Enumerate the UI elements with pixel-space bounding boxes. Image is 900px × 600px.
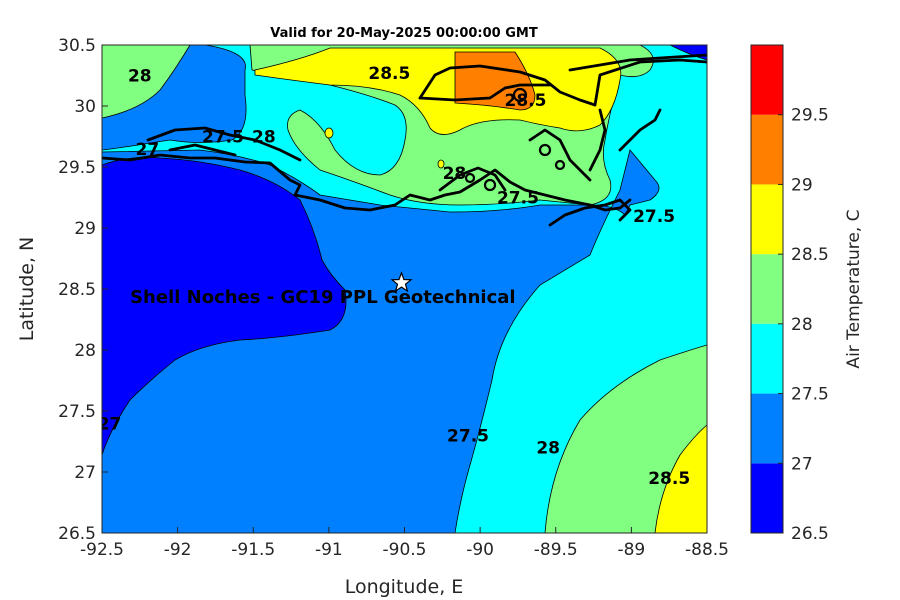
colorbar <box>751 45 783 533</box>
colorbar-tick-label: 26.5 <box>791 524 829 544</box>
colorbar-segment <box>751 254 783 324</box>
x-tick-label: -92 <box>164 540 192 560</box>
site-label: Shell Noches - GC19 PPL Geotechnical <box>130 287 515 308</box>
colorbar-frame <box>750 44 784 534</box>
colorbar-tick-label: 27.5 <box>791 385 829 405</box>
y-tick-label: 26.5 <box>58 524 96 544</box>
colorbar-tick-label: 29 <box>791 175 813 195</box>
site-star-icon[interactable] <box>390 271 413 293</box>
colorbar-label: Air Temperature, C <box>844 209 864 368</box>
x-axis-label: Longitude, E <box>345 576 464 598</box>
y-axis-ticks: 30.5 30 29.5 29 28.5 28 27.5 27 26.5 <box>58 36 108 544</box>
contour-label: 27.5 <box>497 189 539 209</box>
y-tick-label: 28.5 <box>58 280 96 300</box>
y-axis-label: Latitude, N <box>16 237 38 342</box>
x-tick-label: -91 <box>315 540 343 560</box>
x-tick-label: -91.5 <box>231 540 275 560</box>
y-tick-label: 29.5 <box>58 158 96 178</box>
colorbar-segment <box>751 45 783 115</box>
band-28-5-to-29-southeast <box>654 424 707 533</box>
contour-label: 27.5 <box>202 128 244 148</box>
contour-label: 28 <box>536 439 560 459</box>
contour-label: 28 <box>443 164 467 184</box>
colorbar-ticks: 29.5 29 28.5 28 27.5 27 26.5 <box>778 106 829 544</box>
colorbar-segment <box>751 114 783 185</box>
contour-label: 28.5 <box>505 91 547 111</box>
bubble-contour <box>437 159 445 169</box>
coastline <box>102 53 707 227</box>
contour-label: 27 <box>98 414 122 434</box>
y-tick-label: 28 <box>74 341 96 361</box>
x-tick-label: -90.5 <box>383 540 427 560</box>
x-axis-ticks: -92.5 -92 -91.5 -91 -90.5 -90 -89.5 -89 -88.5 <box>80 527 729 560</box>
contour-label: 27.5 <box>633 207 675 227</box>
colorbar-segment <box>751 184 783 255</box>
y-tick-label: 30.5 <box>58 36 96 56</box>
colorbar-tick-label: 27 <box>791 454 813 474</box>
band-28-to-28-5-west <box>102 45 191 119</box>
contour-label: 28.5 <box>368 64 410 84</box>
map-plot-area: 28 28.5 27.5 28 27 28.5 28 27.5 27.5 27 27.5 28 28.5… <box>98 45 707 533</box>
colorbar-tick-label: 28.5 <box>791 245 829 265</box>
band-26-5-to-27 <box>102 156 347 456</box>
y-tick-label: 27 <box>74 463 96 483</box>
y-tick-label: 29 <box>74 219 96 239</box>
colorbar-segment <box>751 393 783 464</box>
map-title: Valid for 20-May-2025 00:00:00 GMT <box>270 26 538 41</box>
y-tick-label: 27.5 <box>58 402 96 422</box>
bubble-contour <box>324 127 334 139</box>
x-tick-label: -89 <box>617 540 645 560</box>
contour-label: 27 <box>136 140 160 160</box>
contour-label: 27.5 <box>447 427 489 447</box>
colorbar-segment <box>751 323 783 394</box>
site-marker-group: Shell Noches - GC19 PPL Geotechnical <box>130 271 516 308</box>
contour-label: 28 <box>128 67 152 87</box>
x-tick-label: -89.5 <box>534 540 578 560</box>
x-tick-label: -90 <box>466 540 494 560</box>
x-tick-label: -92.5 <box>80 540 124 560</box>
coastline-islands <box>464 87 566 192</box>
contour-labels: 28 28.5 27.5 28 27 28.5 28 27.5 27.5 27 27.5 28 28.5 <box>98 64 690 489</box>
colorbar-tick-label: 28 <box>791 315 813 335</box>
contour-label: 28.5 <box>648 469 690 489</box>
contour-label: 28 <box>252 128 276 148</box>
y-tick-label: 30 <box>74 97 96 117</box>
colorbar-tick-label: 29.5 <box>791 106 829 126</box>
band-28-5-to-29 <box>254 47 622 135</box>
x-tick-label: -88.5 <box>685 540 729 560</box>
colorbar-segment <box>751 463 783 533</box>
